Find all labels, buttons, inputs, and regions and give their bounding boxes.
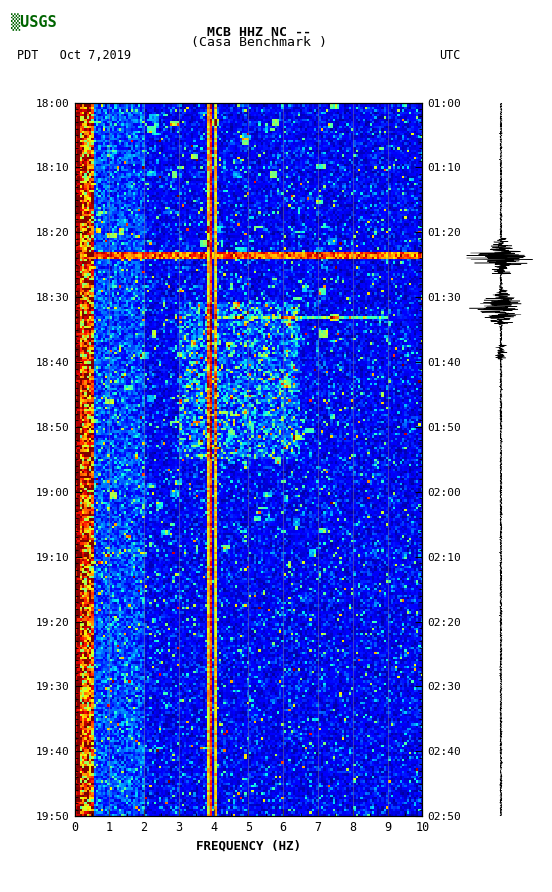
Text: UTC: UTC (439, 49, 460, 62)
Text: MCB HHZ NC --: MCB HHZ NC -- (208, 26, 311, 38)
Text: (Casa Benchmark ): (Casa Benchmark ) (192, 37, 327, 49)
Text: PDT   Oct 7,2019: PDT Oct 7,2019 (17, 49, 131, 62)
Text: ▒USGS: ▒USGS (11, 13, 57, 30)
X-axis label: FREQUENCY (HZ): FREQUENCY (HZ) (196, 839, 301, 853)
